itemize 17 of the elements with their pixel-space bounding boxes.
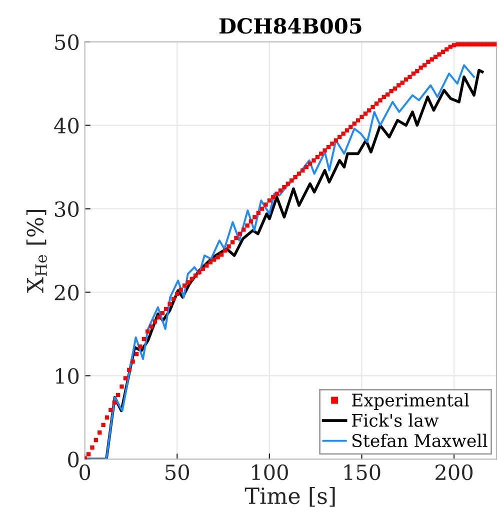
x-tick-label: 150 [344, 464, 380, 480]
chart-title: DCH84B005 [219, 18, 362, 34]
x-tick-label: 50 [166, 464, 190, 480]
legend-label: Fick's law [352, 413, 439, 427]
x-axis-title: Time [s] [244, 486, 335, 507]
legend-label: Stefan Maxwell [352, 434, 488, 448]
x-tick-label: 0 [80, 464, 90, 480]
legend-label: Experimental [352, 393, 470, 410]
y-tick-label: 10 [56, 368, 79, 384]
x-tick-label: 200 [436, 464, 473, 480]
y-tick-label: 40 [54, 118, 79, 134]
y-tick-label: 0 [68, 452, 79, 468]
y-tick-label: 50 [55, 34, 79, 50]
x-tick-label: 100 [252, 464, 288, 480]
y-tick-label: 20 [54, 284, 79, 300]
y-tick-label: 30 [55, 201, 79, 217]
y-axis-title: X$_{He}$ [%] [26, 210, 47, 293]
